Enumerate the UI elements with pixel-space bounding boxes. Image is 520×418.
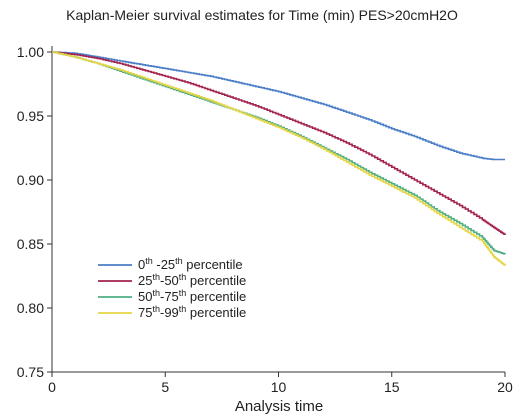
y-tick-label: 0.90 <box>17 172 44 188</box>
y-tick-label: 1.00 <box>17 44 44 60</box>
legend-text-part: 25 <box>138 273 152 288</box>
legend-text-part: -99 <box>160 305 179 320</box>
x-tick-label: 15 <box>384 379 400 395</box>
legend-superscript: th <box>179 288 187 298</box>
x-tick-label: 5 <box>161 379 169 395</box>
y-axis-ticks: 0.75 0.80 0.85 0.90 0.95 1.00 <box>17 44 52 380</box>
legend-text-part: 0 <box>138 257 145 272</box>
legend-text-part: percentile <box>186 273 246 288</box>
y-tick-label: 0.75 <box>17 364 44 380</box>
legend-superscript: th <box>175 256 183 266</box>
legend-label-2: 25th-50th percentile <box>138 272 246 288</box>
legend-superscript: th <box>179 304 187 314</box>
chart-title: Kaplan-Meier survival estimates for Time… <box>66 7 458 23</box>
legend-label-1: 0th -25th percentile <box>138 256 243 272</box>
x-tick-label: 20 <box>497 379 513 395</box>
y-tick-label: 0.95 <box>17 108 44 124</box>
legend-text-part: percentile <box>186 305 246 320</box>
legend-superscript: th <box>152 304 160 314</box>
legend-text-part: 50 <box>138 289 152 304</box>
x-tick-label: 0 <box>48 379 56 395</box>
legend-text-part: percentile <box>183 257 243 272</box>
legend-label-3: 50th-75th percentile <box>138 288 246 304</box>
legend-superscript: th <box>152 272 160 282</box>
x-axis-ticks: 0 5 10 15 20 <box>48 372 513 395</box>
series-lines <box>52 51 506 266</box>
y-tick-label: 0.85 <box>17 236 44 252</box>
series-line-2 <box>52 51 506 235</box>
legend-text-part: -25 <box>153 257 175 272</box>
legend-text-part: -75 <box>160 289 179 304</box>
x-axis-label: Analysis time <box>235 398 323 415</box>
legend-superscript: th <box>152 288 160 298</box>
legend-superscript: th <box>145 256 153 266</box>
legend-text-part: -50 <box>160 273 179 288</box>
legend-superscript: th <box>179 272 187 282</box>
plot-area: 0.75 0.80 0.85 0.90 0.95 1.00 0 5 10 15 20 <box>17 44 513 395</box>
series-line-4 <box>52 51 506 266</box>
legend-text-part: 75 <box>138 305 152 320</box>
series-line-1 <box>52 51 505 161</box>
legend-text-part: percentile <box>186 289 246 304</box>
y-tick-label: 0.80 <box>17 300 44 316</box>
legend-label-4: 75th-99th percentile <box>138 304 246 320</box>
x-tick-label: 10 <box>271 379 287 395</box>
